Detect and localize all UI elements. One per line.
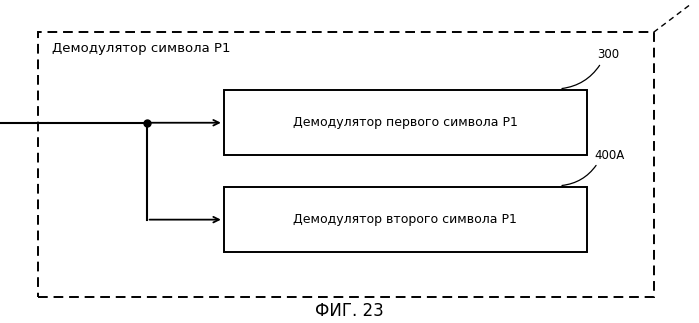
Text: ФИГ. 23: ФИГ. 23 [315, 302, 384, 320]
Bar [224, 187, 587, 252]
Bar [38, 32, 654, 297]
Bar [224, 90, 587, 155]
Text: Демодулятор второго символа Р1: Демодулятор второго символа Р1 [294, 213, 517, 226]
Text: 400А: 400А [594, 149, 624, 162]
Text: 300: 300 [598, 48, 620, 61]
Text: 26А: 26А [694, 0, 699, 3]
Text: Демодулятор символа Р1: Демодулятор символа Р1 [52, 42, 231, 55]
Text: Демодулятор первого символа Р1: Демодулятор первого символа Р1 [293, 116, 518, 129]
